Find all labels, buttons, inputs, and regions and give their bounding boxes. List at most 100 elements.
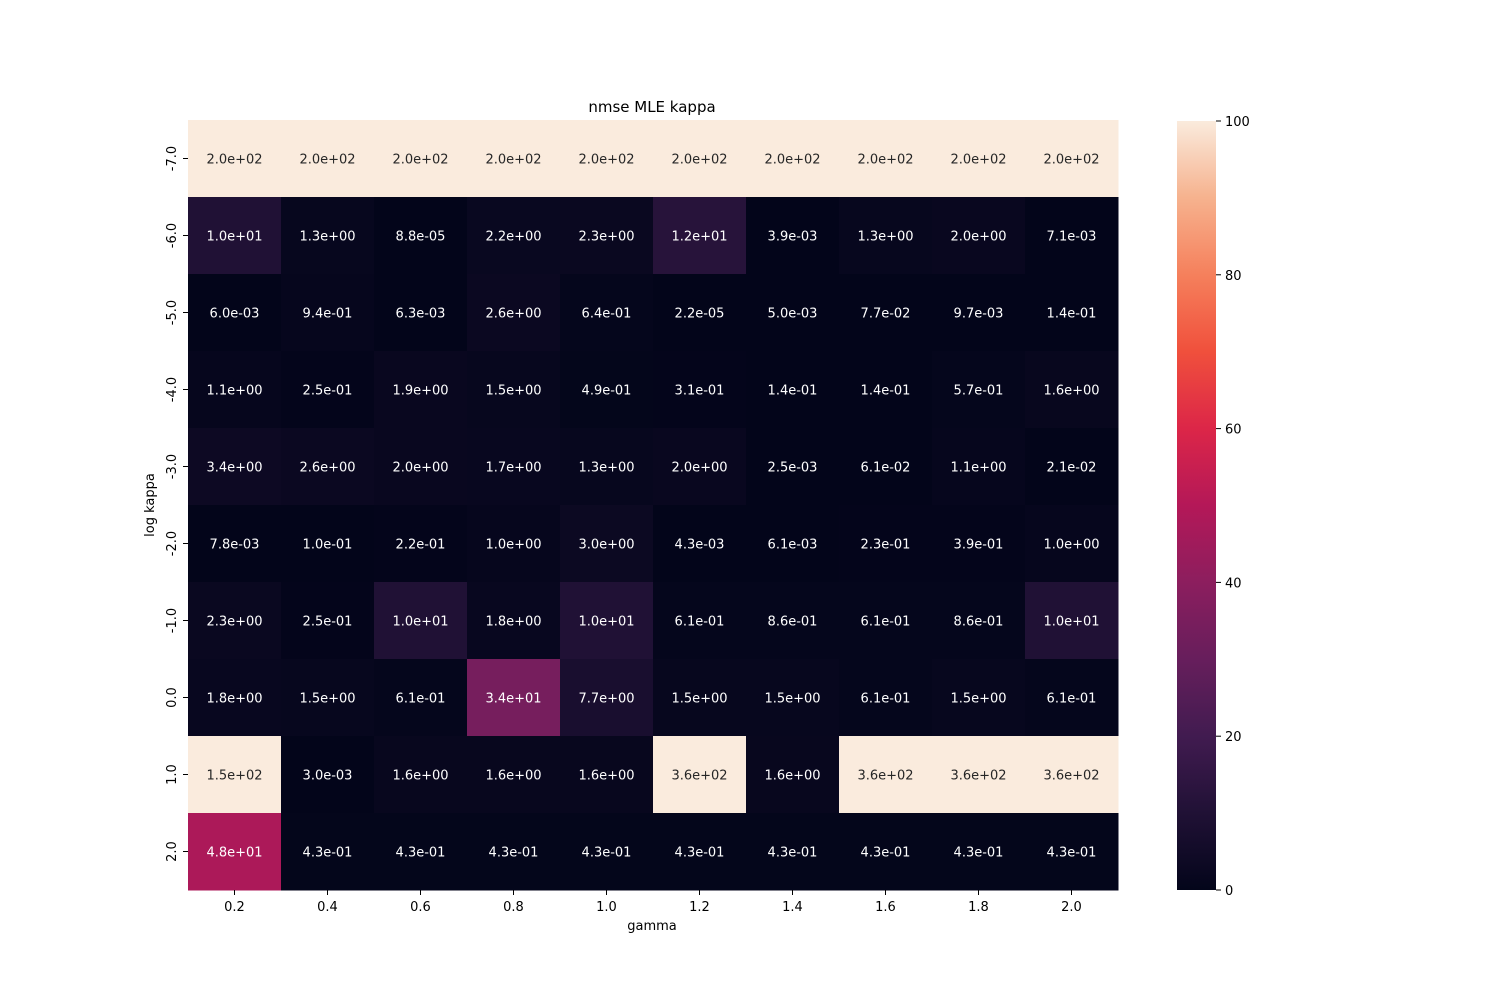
- chart-title: nmse MLE kappa: [588, 98, 715, 116]
- heatmap-cell: [746, 659, 840, 737]
- heatmap-cell: [560, 197, 654, 275]
- heatmap-cell: [188, 813, 282, 891]
- heatmap-cell: [560, 120, 654, 198]
- cell-value-label: 8.8e-05: [396, 230, 446, 245]
- cell-value-label: 2.0e+00: [392, 461, 448, 476]
- cell-value-label: 1.1e+00: [950, 461, 1006, 476]
- heatmap-cell: [653, 351, 747, 429]
- cell-value-label: 2.2e+00: [485, 230, 541, 245]
- heatmap-cell: [839, 736, 933, 814]
- cell-value-label: 3.4e+00: [206, 461, 262, 476]
- y-axis-label: log kappa: [143, 473, 158, 537]
- cell-value-label: 3.6e+02: [857, 769, 913, 784]
- heatmap-cell: [281, 428, 375, 506]
- cell-value-label: 1.6e+00: [764, 769, 820, 784]
- cell-value-label: 4.3e-01: [582, 846, 632, 861]
- cell-value-label: 1.8e+00: [485, 615, 541, 630]
- heatmap-cell: [281, 813, 375, 891]
- heatmap-cell: [188, 197, 282, 275]
- cell-value-label: 2.0e+00: [671, 461, 727, 476]
- cell-value-label: 2.2e-01: [396, 538, 446, 553]
- cell-value-label: 8.6e-01: [768, 615, 818, 630]
- y-tick-label: -7.0: [165, 146, 180, 171]
- heatmap-cell: [653, 582, 747, 660]
- heatmap-cell: [932, 813, 1026, 891]
- heatmap-cell: [839, 428, 933, 506]
- heatmap-cell: [560, 274, 654, 352]
- x-tick-label: 0.2: [224, 900, 245, 915]
- cell-value-label: 6.1e-03: [768, 538, 818, 553]
- heatmap-cell: [467, 274, 561, 352]
- heatmap-cell: [746, 197, 840, 275]
- cell-value-label: 6.1e-02: [861, 461, 911, 476]
- cell-value-label: 1.5e+00: [299, 692, 355, 707]
- heatmap-cell: [1025, 120, 1119, 198]
- cell-value-label: 7.1e-03: [1047, 230, 1097, 245]
- cell-value-label: 6.3e-03: [396, 307, 446, 322]
- y-tick-label: -6.0: [165, 223, 180, 248]
- cell-value-label: 1.6e+00: [392, 769, 448, 784]
- heatmap-cell: [281, 582, 375, 660]
- cell-value-label: 3.9e-03: [768, 230, 818, 245]
- cell-value-label: 4.8e+01: [206, 846, 262, 861]
- cell-value-label: 1.2e+01: [671, 230, 727, 245]
- colorbar: 0 20 40 60 80 100: [1177, 115, 1250, 899]
- cell-value-label: 6.1e-01: [675, 615, 725, 630]
- y-tick-label: -3.0: [165, 454, 180, 479]
- heatmap-cell: [467, 736, 561, 814]
- x-tick-label: 1.4: [782, 900, 803, 915]
- y-tick-label: -2.0: [165, 531, 180, 556]
- cell-value-label: 4.3e-01: [1047, 846, 1097, 861]
- x-tick-label: 1.2: [689, 900, 710, 915]
- cell-value-label: 1.6e+00: [485, 769, 541, 784]
- heatmap-cell: [281, 505, 375, 583]
- heatmap-cell: [188, 582, 282, 660]
- cell-value-label: 1.5e+00: [764, 692, 820, 707]
- cell-value-label: 2.0e+02: [485, 153, 541, 168]
- heatmap-cell: [653, 505, 747, 583]
- heatmap-cell: [560, 659, 654, 737]
- cell-value-label: 1.0e+00: [485, 538, 541, 553]
- cell-value-label: 2.0e+02: [299, 153, 355, 168]
- cell-value-label: 7.7e+00: [578, 692, 634, 707]
- cell-value-label: 1.0e+00: [1043, 538, 1099, 553]
- heatmap-cell: [839, 197, 933, 275]
- heatmap-cell: [746, 582, 840, 660]
- heatmap-cell: [374, 120, 468, 198]
- heatmap-cell: [467, 505, 561, 583]
- heatmap-cell: [374, 351, 468, 429]
- cell-value-label: 2.0e+02: [578, 153, 634, 168]
- cell-value-label: 3.4e+01: [485, 692, 541, 707]
- heatmap-cell: [467, 582, 561, 660]
- heatmap-cell: [374, 813, 468, 891]
- heatmap-cell: [188, 274, 282, 352]
- cell-value-label: 1.0e+01: [578, 615, 634, 630]
- heatmap-cell: [188, 120, 282, 198]
- cell-value-label: 1.5e+02: [206, 769, 262, 784]
- heatmap-cell: [560, 813, 654, 891]
- heatmap-cell: [653, 736, 747, 814]
- x-axis-label: gamma: [627, 919, 677, 934]
- heatmap-cell: [746, 428, 840, 506]
- cell-value-label: 6.1e-01: [861, 615, 911, 630]
- heatmap-cell: [281, 351, 375, 429]
- heatmap-cell: [281, 659, 375, 737]
- cell-value-label: 6.1e-01: [396, 692, 446, 707]
- heatmap-cell: [653, 274, 747, 352]
- heatmap-cell: [281, 274, 375, 352]
- heatmap-cell: [932, 659, 1026, 737]
- heatmap-cell: [1025, 274, 1119, 352]
- heatmap-cell: [839, 813, 933, 891]
- x-tick-label: 2.0: [1061, 900, 1082, 915]
- cell-value-label: 4.3e-01: [768, 846, 818, 861]
- cell-value-label: 1.3e+00: [857, 230, 913, 245]
- cell-value-label: 2.2e-05: [675, 307, 725, 322]
- cell-value-label: 4.3e-01: [861, 846, 911, 861]
- heatmap-cell: [374, 197, 468, 275]
- heatmap-cell: [839, 582, 933, 660]
- cell-value-label: 5.0e-03: [768, 307, 818, 322]
- heatmap-cell: [560, 582, 654, 660]
- heatmap-cell: [746, 351, 840, 429]
- heatmap-cell: [560, 505, 654, 583]
